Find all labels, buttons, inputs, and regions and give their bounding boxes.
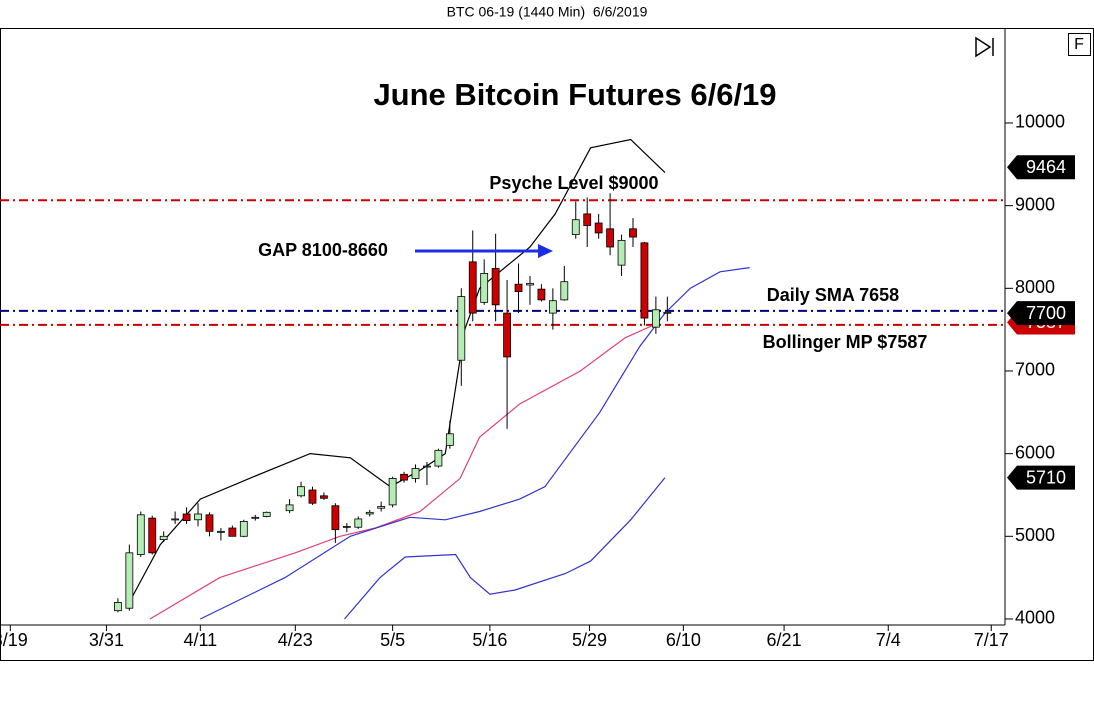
candle-body: [560, 281, 569, 301]
candle-body: [617, 239, 626, 266]
annotation: Bollinger MP $7587: [763, 332, 928, 352]
candle-body: [491, 268, 500, 306]
candle-body: [651, 309, 660, 328]
y-tick-label: 8000: [1015, 277, 1055, 297]
price-badge: [1007, 465, 1075, 490]
candle-body: [354, 518, 363, 528]
chart-title: June Bitcoin Futures 6/6/19: [373, 77, 776, 112]
x-tick-label: 5/16: [472, 630, 507, 650]
y-tick-label: 4000: [1015, 608, 1055, 628]
candle-body: [377, 506, 386, 509]
candle-body: [640, 242, 649, 319]
candle-body: [629, 228, 637, 238]
candle-body: [514, 283, 523, 293]
candle-body: [297, 486, 305, 497]
price-badge: [1007, 301, 1075, 326]
annotation: GAP 8100-8660: [258, 240, 388, 260]
candle-body: [606, 228, 614, 248]
annotation: Daily SMA 7658: [767, 285, 899, 305]
x-tick-label: 4/11: [183, 630, 217, 650]
indicator-line: [149, 321, 660, 620]
price-badge-label: 9464: [1026, 157, 1066, 177]
candle-body: [468, 261, 477, 314]
price-badge: [1007, 155, 1075, 180]
candle-body: [571, 219, 580, 235]
chart-header: BTC 06-19 (1440 Min) 6/6/2019: [447, 4, 648, 20]
price-badge-label: 7700: [1026, 303, 1066, 323]
annotation: Psyche Level $9000: [489, 173, 658, 193]
y-tick-label: 5000: [1015, 525, 1055, 545]
candle-body: [434, 449, 443, 467]
indicator-line: [128, 138, 666, 603]
candle-body: [480, 273, 489, 303]
f-button[interactable]: [1068, 33, 1091, 56]
gap-arrow: [415, 244, 553, 258]
y-tick-label: 7000: [1015, 360, 1055, 380]
x-tick-label: 6/21: [767, 630, 802, 650]
candle-body: [548, 300, 557, 314]
candle-body: [537, 288, 546, 301]
candle-body: [159, 535, 168, 541]
plot-area: [0, 138, 1005, 620]
candle-body: [400, 473, 408, 481]
candle-body: [526, 282, 534, 286]
candle-body: [125, 552, 134, 609]
candle-body: [503, 312, 511, 358]
candle-body: [331, 505, 340, 531]
candle-body: [148, 517, 157, 554]
candle-body: [113, 602, 122, 612]
candle-body: [182, 513, 191, 521]
x-tick-label: 7/17: [974, 630, 1009, 650]
candle-body: [423, 465, 431, 468]
candle-body: [239, 521, 248, 537]
candle-body: [365, 511, 374, 515]
x-tick-label: 4/23: [278, 630, 313, 650]
candle-body: [594, 222, 603, 234]
candle-body: [342, 525, 351, 528]
candle-body: [136, 514, 145, 555]
y-tick-label: 9000: [1015, 194, 1055, 214]
candle-body: [411, 468, 420, 479]
candle-body: [251, 516, 260, 519]
y-tick-label: 10000: [1015, 112, 1065, 132]
x-tick-label: 5/29: [572, 630, 607, 650]
x-tick-label: 3/19: [0, 630, 28, 650]
candle-body: [308, 489, 317, 504]
x-tick-label: 5/5: [380, 630, 405, 650]
candle-body: [262, 511, 271, 517]
frame: [0, 28, 1094, 661]
candle-body: [388, 478, 397, 506]
candle-body: [228, 527, 237, 537]
candle-body: [583, 213, 592, 226]
candle-body: [285, 504, 294, 512]
candle-body: [457, 296, 466, 361]
x-tick-label: 7/4: [876, 630, 901, 650]
candle-body: [217, 530, 225, 533]
y-tick-label: 6000: [1015, 442, 1055, 462]
indicator-line: [200, 267, 750, 620]
scroll-icon[interactable]: [975, 36, 994, 58]
candle-body: [205, 514, 214, 532]
candle-body: [320, 495, 328, 499]
candle-body: [171, 518, 180, 521]
x-tick-label: 6/10: [666, 630, 701, 650]
candle-body: [445, 433, 454, 446]
candle-body: [663, 311, 672, 314]
candle-body: [194, 513, 202, 521]
indicator-line: [344, 477, 666, 620]
f-button-label[interactable]: F: [1074, 36, 1084, 53]
x-tick-label: 3/31: [89, 630, 124, 650]
price-badge-label: 5710: [1026, 467, 1066, 487]
